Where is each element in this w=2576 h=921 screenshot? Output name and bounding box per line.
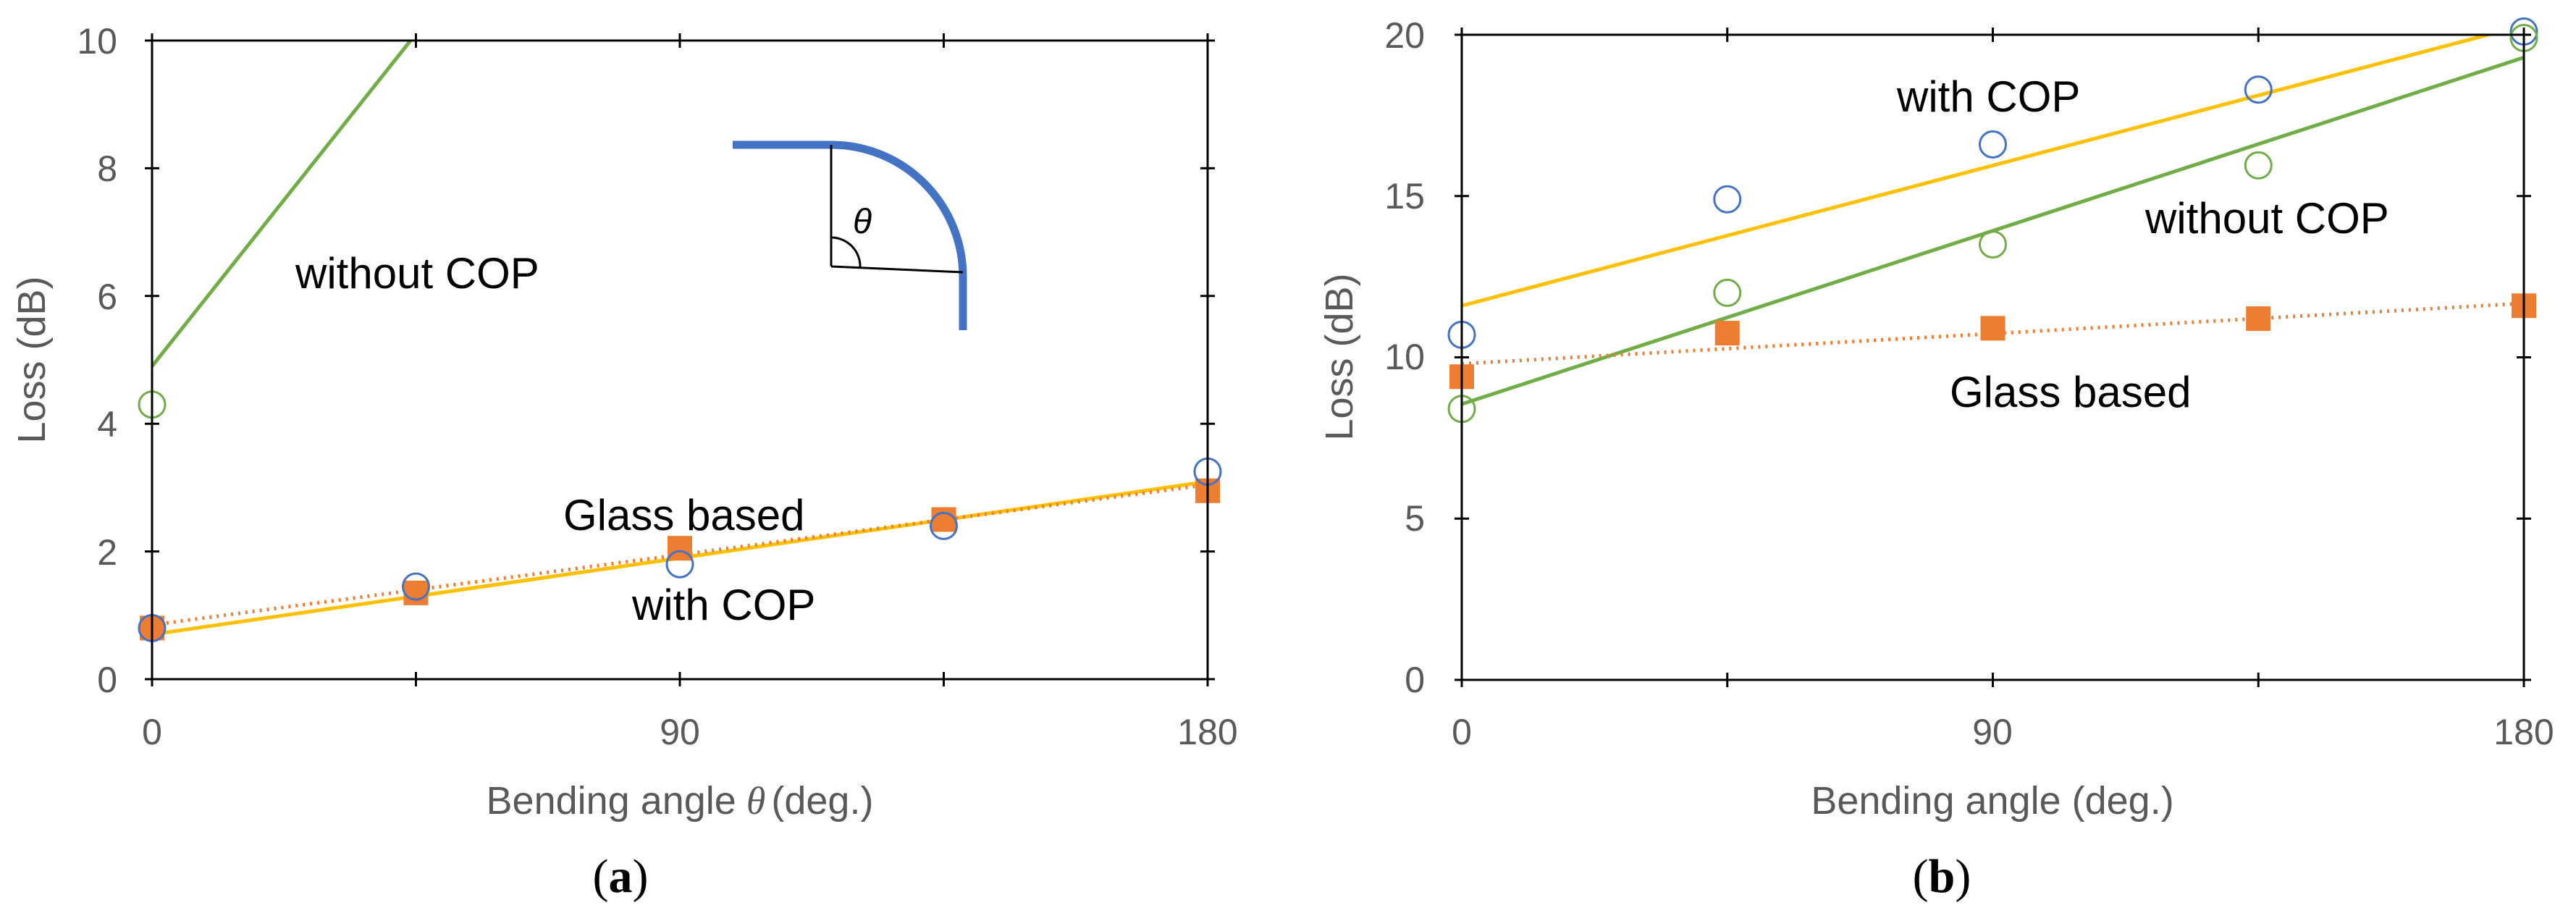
x-axis-title-a-unit: (deg.)	[771, 779, 873, 823]
panel-label-b-open: (	[1913, 850, 1929, 903]
panel-label-b: (b)	[1913, 850, 1971, 903]
y-tick-label-a-4: 4	[97, 404, 117, 445]
y-tick-label-b-20: 20	[1384, 15, 1425, 56]
data-point-circle-b-0-1	[1713, 185, 1742, 214]
y-axis-title-a: Loss (dB)	[10, 276, 54, 443]
bend-angle-arc	[830, 236, 862, 269]
panel-b: 0 5 10 15 20 0 90 180 Bending angle (deg…	[1318, 15, 2554, 903]
annotation-with-cop-b: with COP	[1896, 72, 2080, 121]
x-tick-label-b-0: 0	[1452, 712, 1472, 752]
theta-label: θ	[853, 203, 872, 241]
ticks-b	[1455, 28, 2531, 687]
y-axis-title-b: Loss (dB)	[1318, 273, 1361, 440]
y-tick-label-b-15: 15	[1384, 176, 1425, 216]
data-point-circle-b-1-1	[1713, 278, 1742, 307]
data-point-square-a-1-1	[403, 580, 429, 605]
data-point-circle-b-0-3	[2244, 75, 2273, 104]
data-point-square-b-2-2	[1980, 316, 2005, 341]
y-tick-label-b-10: 10	[1384, 337, 1425, 377]
y-tick-label-a-6: 6	[97, 277, 117, 317]
y-tick-label-b-0: 0	[1405, 660, 1425, 700]
data-point-square-a-1-2	[668, 536, 692, 561]
x-axis-title-a-theta: θ	[746, 779, 766, 823]
x-tick-label-b-180: 180	[2493, 712, 2554, 752]
x-axis-title-b: Bending angle (deg.)	[1811, 779, 2173, 823]
x-tick-label-b-90: 90	[1972, 712, 2013, 752]
annotation-glass-based-b: Glass based	[1950, 368, 2192, 416]
data-point-circle-a-0-3	[930, 511, 958, 540]
bend-angle-radius	[830, 265, 964, 274]
x-axis-title-a-text: Bending angle	[487, 779, 736, 823]
y-tick-label-a-8: 8	[97, 148, 117, 189]
x-tick-label-a-90: 90	[660, 712, 700, 752]
data-point-circle-b-1-3	[2244, 151, 2273, 180]
data-point-circle-a-0-2	[665, 550, 694, 579]
panel-label-a: (a)	[593, 850, 649, 903]
data-point-circle-b-0-2	[1979, 130, 2007, 159]
panel-label-a-open: (	[593, 850, 609, 903]
annotation-without-cop-b: without COP	[2144, 194, 2389, 243]
y-tick-label-a-2: 2	[97, 532, 117, 573]
bend-diagram-icon: θ	[733, 140, 967, 330]
annotation-without-cop-a: without COP	[295, 249, 539, 298]
trendline-a-2	[152, 41, 413, 368]
x-axis-title-a: Bending angle θ (deg.)	[487, 779, 874, 823]
annotation-glass-based-a: Glass based	[563, 491, 805, 539]
data-point-square-a-1-3	[931, 507, 956, 532]
annotation-with-cop-a: with COP	[631, 581, 815, 629]
panel-label-a-close: )	[633, 850, 649, 903]
x-tick-label-a-180: 180	[1177, 712, 1237, 752]
data-point-square-b-2-1	[1714, 321, 1740, 346]
y-tick-label-a-10: 10	[77, 21, 117, 62]
bent-fiber-path	[733, 140, 967, 330]
x-tick-label-a-0: 0	[142, 712, 162, 752]
panel-label-a-letter: a	[609, 850, 633, 903]
panel-a: 0 2 4 6 8 10 0 90 180 Bending angle θ (deg…	[10, 21, 1238, 903]
data-point-square-b-2-3	[2246, 306, 2271, 332]
data-point-circle-a-0-1	[402, 572, 430, 601]
y-tick-label-b-5: 5	[1405, 498, 1425, 539]
panel-label-b-letter: b	[1929, 850, 1956, 903]
panel-label-b-close: )	[1955, 850, 1971, 903]
y-tick-label-a-0: 0	[97, 660, 117, 700]
trendline-b-0	[1462, 35, 2496, 308]
data-point-circle-b-1-2	[1979, 230, 2007, 259]
ticks-a	[145, 33, 1215, 686]
